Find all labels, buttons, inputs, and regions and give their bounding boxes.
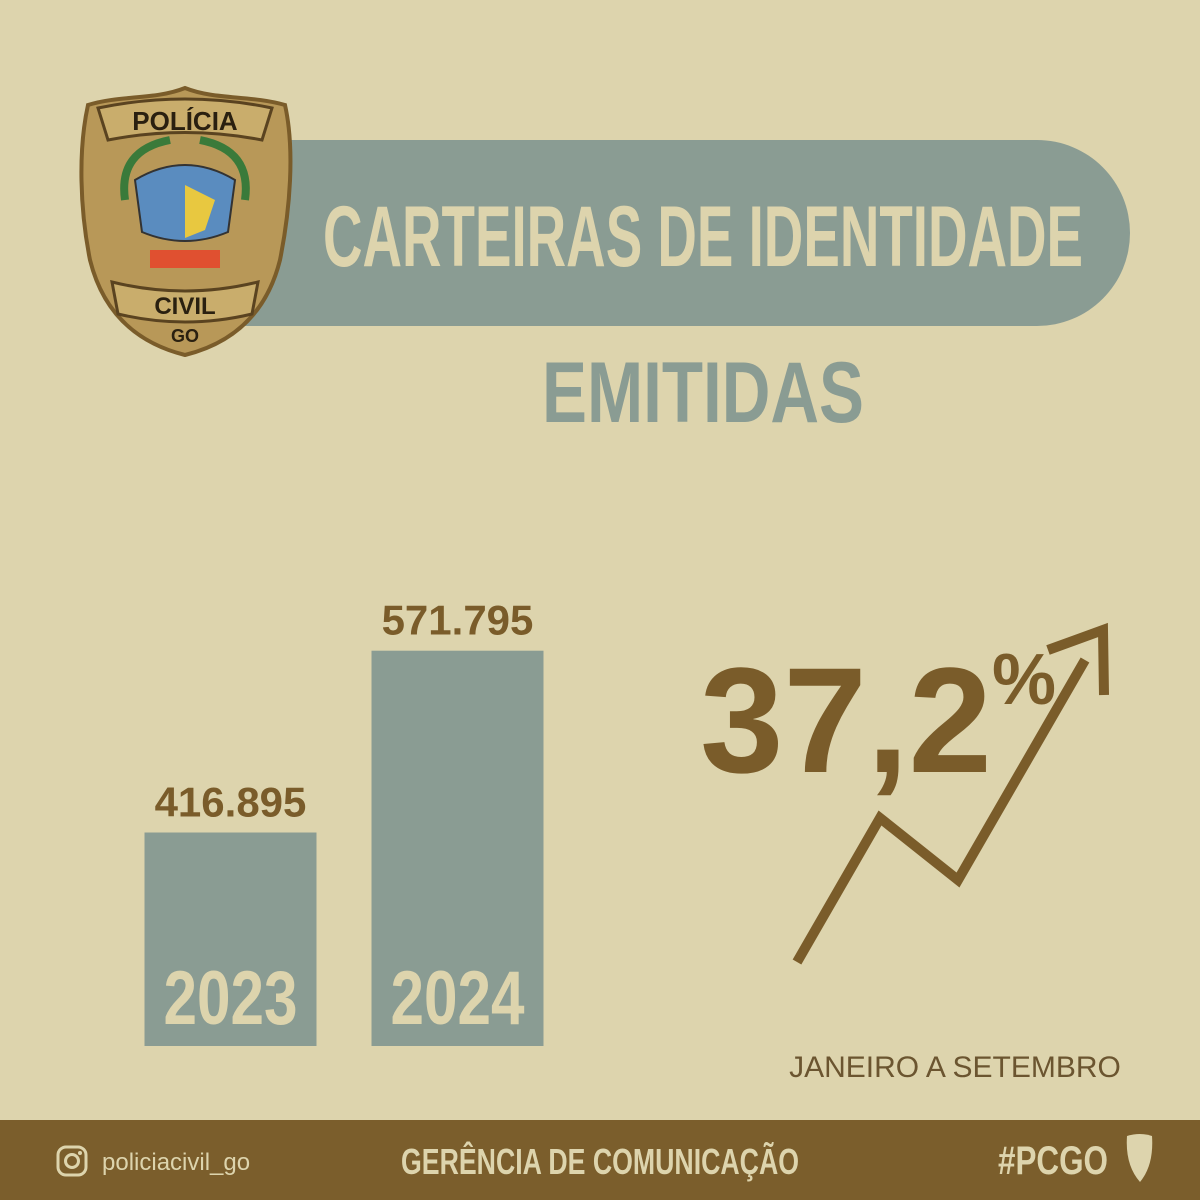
instagram-handle[interactable]: policiacivil_go (102, 1149, 250, 1176)
title: CARTEIRAS DE IDENTIDADE (323, 189, 1083, 285)
bar (371, 650, 544, 1046)
instagram-icon (56, 1145, 88, 1177)
bar-chart: 416.895 2023 571.795 2024 (144, 597, 544, 1046)
hashtag: #PCGO (998, 1139, 1108, 1183)
bar (144, 832, 317, 1046)
subtitle: EMITIDAS (542, 345, 864, 441)
category-label: 2023 (164, 956, 298, 1041)
police-badge: POLÍCIA CIVIL GO (79, 85, 293, 358)
value-label: 571.795 (382, 597, 534, 644)
badge-top: POLÍCIA (132, 106, 238, 136)
period: JANEIRO A SETEMBRO (789, 1051, 1121, 1084)
title-banner (240, 140, 1130, 326)
trend-arrow (792, 622, 1109, 965)
badge-bottom: GO (171, 326, 199, 346)
value-label: 416.895 (155, 779, 307, 826)
category-label: 2024 (391, 956, 525, 1041)
footer (0, 1120, 1200, 1200)
growth-annotation: 37,2% (700, 636, 1056, 804)
footer-badge (1126, 1134, 1153, 1182)
badge-middle: CIVIL (154, 293, 215, 320)
growth-number: 37,2 (700, 636, 992, 804)
growth-unit: % (992, 640, 1056, 720)
department: GERÊNCIA DE COMUNICAÇÃO (401, 1140, 799, 1182)
